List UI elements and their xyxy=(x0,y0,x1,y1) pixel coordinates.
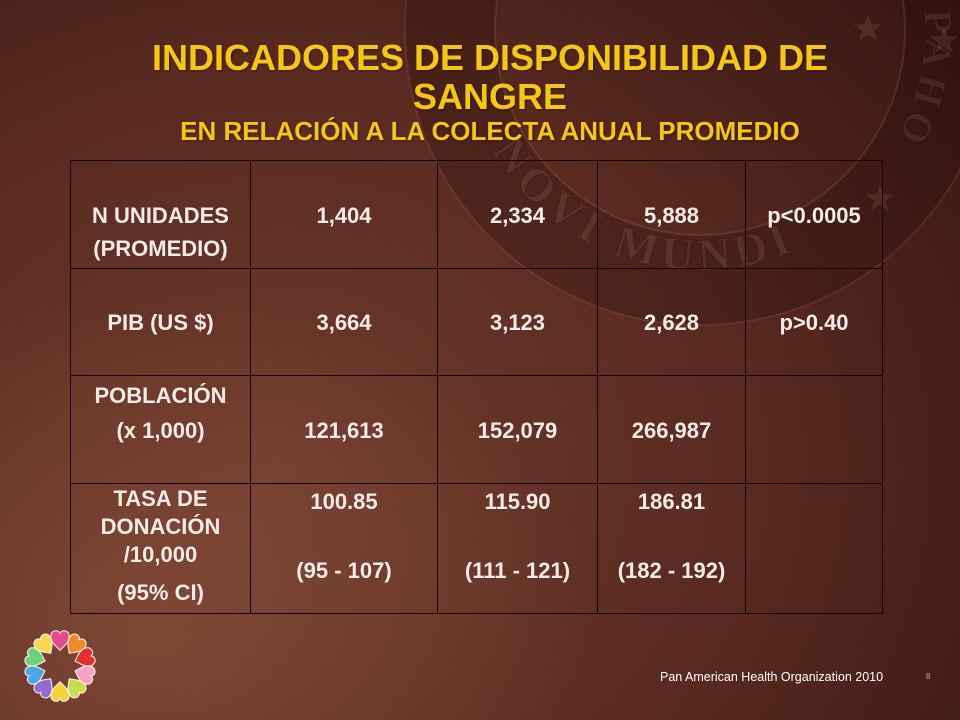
logo-heart xyxy=(24,665,46,685)
table-row: N UNIDADES (PROMEDIO) 1,404 2,334 5,888 … xyxy=(70,160,883,269)
logo-heart xyxy=(67,678,87,699)
logo-heart xyxy=(33,678,53,699)
logo-hearts-group xyxy=(24,630,96,702)
table-row: POBLACIÓN (x 1,000) 121,613 152,079 266,… xyxy=(70,375,883,484)
cell-ci: (111 - 121) xyxy=(464,558,571,583)
footer-organization: Pan American Health Organization 2010 xyxy=(660,670,884,684)
p-value-cell: p>0.40 xyxy=(745,268,883,376)
value-cell: 152,079 xyxy=(437,375,598,484)
logo-heart xyxy=(74,647,96,667)
seal-star xyxy=(927,24,960,56)
row-label-cell: TASA DE DONACIÓN /10,000 (95% CI) xyxy=(70,483,251,614)
logo-heart xyxy=(24,647,46,667)
hearts-ring-logo xyxy=(24,630,96,702)
value-cell: 1,404 xyxy=(250,160,438,269)
cell-value: 115.90 xyxy=(484,489,551,514)
value-cell: 2,628 xyxy=(597,268,746,376)
cell-value: 2,334 xyxy=(489,203,546,228)
value-cell: 115.90 (111 - 121) xyxy=(437,483,598,614)
table-row: TASA DE DONACIÓN /10,000 (95% CI) 100.85… xyxy=(70,483,883,614)
value-cell: 266,987 xyxy=(597,375,746,484)
cell-value: 121,613 xyxy=(304,418,384,443)
cell-value: p>0.40 xyxy=(779,310,849,335)
value-cell: 3,664 xyxy=(250,268,438,376)
empty-cell xyxy=(745,375,883,484)
value-cell: 2,334 xyxy=(437,160,598,269)
logo-heart xyxy=(50,680,70,702)
value-cell: 5,888 xyxy=(597,160,746,269)
slide-subtitle: EN RELACIÓN A LA COLECTA ANUAL PROMEDIO xyxy=(180,116,800,146)
logo-heart xyxy=(74,665,96,685)
cell-value: 186.81 xyxy=(637,489,706,514)
table-row: PIB (US $) 3,664 3,123 2,628 p>0.40 xyxy=(70,268,883,376)
slide-number: 8 xyxy=(926,672,931,681)
cell-value: 3,664 xyxy=(316,310,372,335)
cell-ci: (95 - 107) xyxy=(296,558,392,583)
row-label-line: POBLACIÓN xyxy=(94,383,227,408)
row-label-line: /10,000 xyxy=(123,542,198,567)
slide-title-line-1: INDICADORES DE DISPONIBILIDAD DE xyxy=(151,37,829,78)
row-label-line: (PROMEDIO) xyxy=(93,236,228,261)
cell-value: 1,404 xyxy=(316,203,372,228)
cell-value: 152,079 xyxy=(477,418,558,443)
row-label-line: N UNIDADES xyxy=(92,203,229,228)
cell-value: p<0.0005 xyxy=(767,203,861,228)
logo-heart xyxy=(50,630,70,652)
slide-title-line-2: SANGRE xyxy=(412,76,568,117)
value-cell: 121,613 xyxy=(250,375,438,484)
value-cell: 186.81 (182 - 192) xyxy=(597,483,746,614)
row-label-line: (x 1,000) xyxy=(116,418,205,443)
value-cell: 3,123 xyxy=(437,268,598,376)
cell-value: 3,123 xyxy=(489,310,546,335)
row-label-cell: POBLACIÓN (x 1,000) xyxy=(70,375,251,484)
empty-cell xyxy=(745,483,883,614)
p-value-cell: p<0.0005 xyxy=(745,160,883,269)
seal-star xyxy=(851,12,885,44)
cell-ci: (182 - 192) xyxy=(617,558,726,583)
logo-heart xyxy=(33,633,53,654)
logo-heart xyxy=(67,633,87,654)
row-label-line: DONACIÓN xyxy=(100,514,221,539)
row-label-line: (95% CI) xyxy=(117,580,204,605)
cell-value: 266,987 xyxy=(631,418,712,443)
row-label-line: TASA DE xyxy=(113,486,208,511)
row-label-cell: PIB (US $) xyxy=(70,268,251,376)
indicators-table: N UNIDADES (PROMEDIO) 1,404 2,334 5,888 … xyxy=(70,160,883,614)
cell-value: 100.85 xyxy=(310,489,378,514)
row-label-line: PIB (US $) xyxy=(107,310,214,335)
cell-value: 5,888 xyxy=(643,203,700,228)
cell-value: 2,628 xyxy=(643,310,700,335)
value-cell: 100.85 (95 - 107) xyxy=(250,483,438,614)
row-label-cell: N UNIDADES (PROMEDIO) xyxy=(70,160,251,269)
